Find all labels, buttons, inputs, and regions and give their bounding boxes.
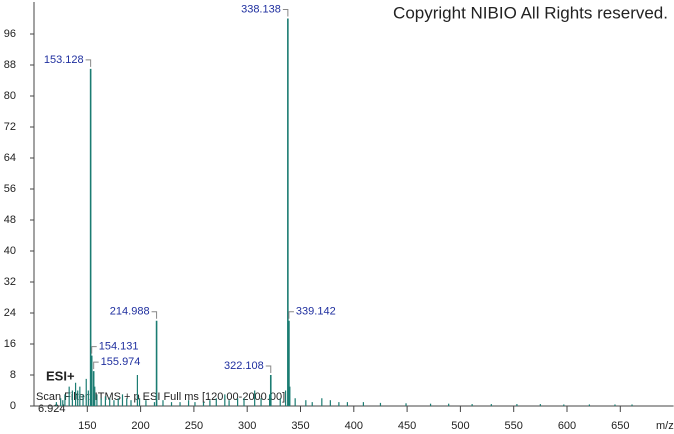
y-tick-label: 72 (4, 121, 16, 133)
peak-label: 338.138 (241, 3, 281, 15)
label-bracket (282, 9, 289, 17)
x-tick-label: 450 (398, 420, 416, 432)
x-axis-label: m/z (656, 420, 674, 432)
x-tick-label: 150 (78, 420, 96, 432)
x-tick-label: 350 (291, 420, 309, 432)
peak-label: 153.128 (44, 54, 84, 66)
label-bracket (93, 361, 99, 370)
y-tick-label: 32 (4, 276, 16, 288)
y-tick-label: 8 (10, 369, 16, 381)
scan-filter: Scan Filter: ITMS + p ESI Full ms [120.0… (36, 391, 285, 403)
y-tick-label: 40 (4, 245, 16, 257)
x-tick-label: 200 (131, 420, 149, 432)
x-tick-label: 300 (238, 420, 256, 432)
label-bracket (288, 311, 294, 319)
x-tick-label: 550 (505, 420, 523, 432)
y-tick-label: 96 (4, 28, 16, 40)
peak-label: 154.131 (99, 341, 139, 353)
retention-time: 6.924 (38, 403, 66, 415)
y-tick-label: 48 (4, 214, 16, 226)
peak-label: 214.988 (110, 306, 150, 318)
label-bracket (265, 365, 272, 373)
label-bracket (85, 59, 92, 67)
y-tick-label: 80 (4, 90, 16, 102)
label-bracket (91, 346, 97, 354)
peak-label: 155.974 (101, 356, 141, 368)
y-tick-label: 88 (4, 59, 16, 71)
copyright: Copyright NIBIO All Rights reserved. (393, 3, 668, 22)
x-tick-label: 250 (185, 420, 203, 432)
peak-label: 339.142 (296, 306, 336, 318)
y-tick-label: 16 (4, 338, 16, 350)
y-tick-label: 56 (4, 183, 16, 195)
y-tick-label: 0 (10, 400, 16, 412)
x-tick-label: 500 (451, 420, 469, 432)
label-bracket (151, 311, 158, 319)
x-tick-label: 600 (558, 420, 576, 432)
x-tick-label: 650 (611, 420, 629, 432)
y-tick-label: 24 (4, 307, 16, 319)
ionization: ESI+ (46, 368, 75, 383)
y-tick-label: 64 (4, 152, 16, 164)
x-tick-label: 400 (345, 420, 363, 432)
peak-label: 322.108 (224, 360, 264, 372)
